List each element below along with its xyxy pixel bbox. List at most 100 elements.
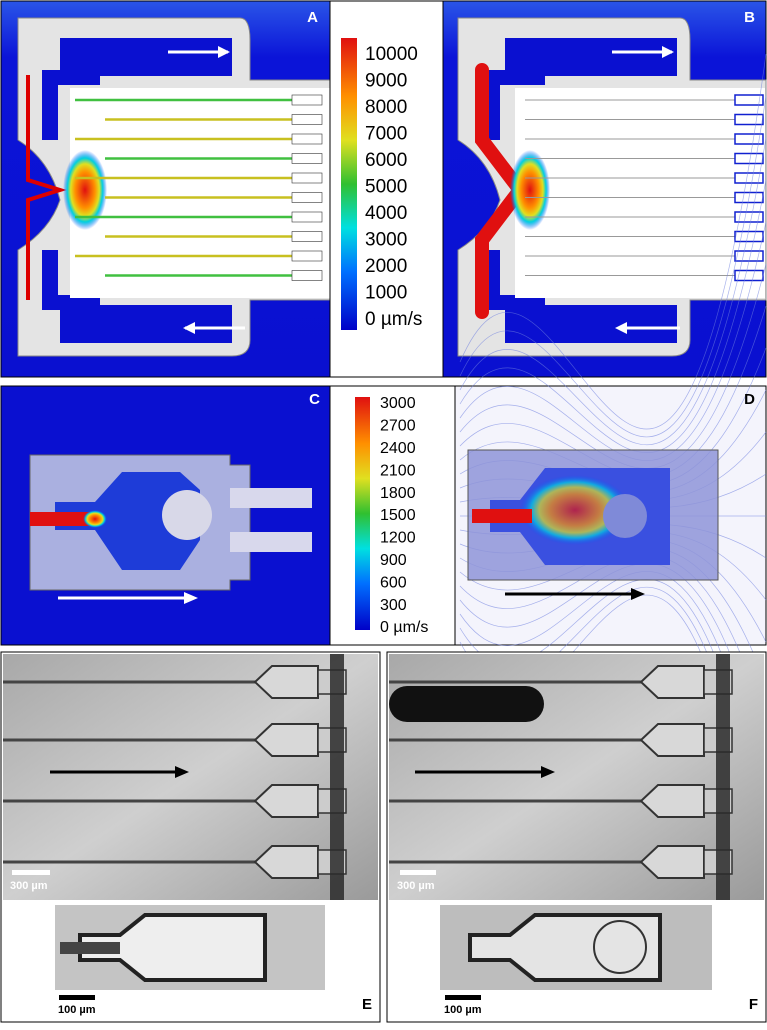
micro-wall — [330, 654, 344, 900]
panel-c: C — [0, 385, 331, 646]
panel-d: D — [454, 53, 767, 937]
colorbar-tick-label: 300 — [380, 597, 407, 614]
channel — [485, 70, 545, 140]
trap-array — [291, 250, 323, 262]
trap-array — [734, 211, 764, 223]
colorbar-panel — [329, 385, 456, 646]
colorbar-tick-label: 900 — [380, 552, 407, 569]
scale-bar — [59, 995, 95, 1000]
micro-channels — [3, 654, 347, 900]
debris — [389, 686, 544, 722]
arrow — [175, 766, 189, 778]
channel — [60, 305, 232, 343]
colorbar-tick-label: 1200 — [380, 530, 416, 547]
colorbar-tick-label: 2100 — [380, 462, 416, 479]
channel — [505, 305, 677, 343]
arrow — [184, 592, 198, 604]
colorbar-ticks: 10000 9000 8000 7000 6000 5000 4000 3000 2000 100… — [365, 44, 422, 330]
panel-label: F — [749, 996, 758, 1013]
trap-array — [291, 172, 323, 184]
trap-array — [291, 114, 323, 125]
colorbar-tick-label: 2000 — [365, 256, 407, 277]
jet — [472, 509, 532, 523]
trap-array — [734, 230, 764, 243]
colorbar-tick-label: 2700 — [380, 418, 416, 435]
trap-array — [734, 94, 764, 106]
flow-region — [63, 150, 107, 230]
panel-b: B — [442, 0, 767, 378]
panel-label: C — [309, 391, 320, 408]
scale-bar-label: 100 µm — [58, 1004, 96, 1016]
flow-region — [83, 510, 107, 528]
trap-array — [734, 133, 764, 145]
scale-bar-label: 100 µm — [444, 1004, 482, 1016]
arrow — [662, 46, 674, 58]
flow-region — [510, 150, 550, 230]
trap-array — [734, 172, 764, 184]
trap-array — [734, 152, 764, 165]
flow-region — [520, 475, 630, 545]
streamline — [459, 179, 767, 454]
panel-a: A — [0, 0, 331, 378]
micro-wall — [716, 654, 730, 900]
colorbar-tick-label: 9000 — [365, 71, 407, 92]
micro-channels — [389, 654, 733, 900]
chamber — [70, 88, 330, 298]
streamline — [459, 221, 767, 461]
colorbar-tick-label: 10000 — [365, 44, 418, 65]
channel-lines — [75, 94, 323, 281]
trap-array — [291, 153, 323, 164]
colorbar-tick-label: 1500 — [380, 507, 416, 524]
streamline — [459, 53, 767, 430]
arrow — [541, 766, 555, 778]
scale-bar-label: 300 µm — [10, 880, 48, 892]
colorbar-tick-label: 2400 — [380, 440, 416, 457]
scale-bar-label: 300 µm — [397, 880, 435, 892]
jet — [30, 512, 90, 526]
trap-outline — [468, 913, 662, 982]
arrow — [615, 322, 627, 334]
channel — [230, 532, 312, 552]
channel — [42, 70, 100, 140]
trap — [593, 920, 647, 974]
flow-line — [26, 75, 67, 300]
trap — [603, 494, 647, 538]
channel — [60, 942, 120, 954]
scale-bar — [445, 995, 481, 1000]
scale-bar — [12, 870, 50, 875]
channel — [505, 38, 677, 76]
trap-array — [291, 94, 323, 106]
panel-label: E — [362, 996, 372, 1013]
colorbar — [341, 38, 357, 330]
colorbar-tick-label: 4000 — [365, 203, 407, 224]
colorbar-tick-label: 3000 — [380, 395, 416, 412]
arrow — [631, 588, 645, 600]
channel — [230, 488, 312, 508]
trap-array — [291, 192, 323, 203]
trap-array — [291, 270, 323, 281]
panel-e: 300 µm 100 µm E — [0, 651, 381, 1023]
colorbar-tick-label: 6000 — [365, 150, 407, 171]
colorbar — [355, 397, 370, 630]
streamline — [459, 95, 767, 438]
trap-array — [291, 231, 323, 242]
colorbar-tick-label: 5000 — [365, 177, 407, 198]
colorbar-tick-label: 7000 — [365, 124, 407, 145]
colorbar-ticks: 3000 2700 2400 2100 1800 1500 1200 900 600 300 0 µ… — [380, 395, 428, 636]
arrow — [218, 46, 230, 58]
trap-outline — [78, 913, 267, 982]
colorbar-tick-label: 600 — [380, 574, 407, 591]
arrow — [183, 322, 195, 334]
colorbar-tick-label: 1800 — [380, 485, 416, 502]
colorbar-tick-label: 0 µm/s — [380, 619, 428, 636]
panel-f: 300 µm 100 µm F — [386, 651, 767, 1023]
chamber — [55, 472, 200, 570]
trap-array — [734, 113, 764, 126]
colorbar-tick-label: 3000 — [365, 230, 407, 251]
panel-label: D — [744, 391, 755, 408]
streamline — [459, 571, 767, 811]
colorbar-tick-label: 0 µm/s — [365, 309, 422, 330]
channel — [60, 38, 232, 76]
scale-bar — [400, 870, 436, 875]
